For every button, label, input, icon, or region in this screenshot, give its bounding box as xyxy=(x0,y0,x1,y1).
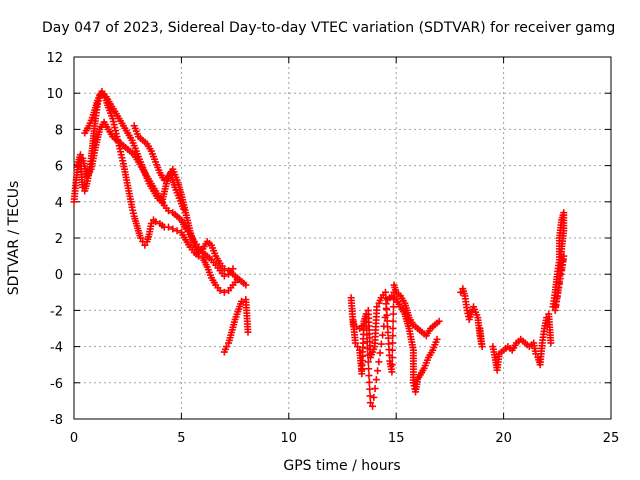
x-tick-label: 20 xyxy=(495,431,512,446)
x-tick-label: 10 xyxy=(281,431,298,446)
data-point xyxy=(169,225,177,233)
data-point xyxy=(364,351,372,359)
x-tick-label: 25 xyxy=(603,431,620,446)
data-point xyxy=(375,358,383,366)
data-point xyxy=(374,367,382,375)
data-point xyxy=(354,343,362,351)
data-point xyxy=(363,338,371,346)
y-tick-label: 12 xyxy=(46,51,63,66)
y-tick-label: 8 xyxy=(55,123,63,138)
data-point xyxy=(388,346,396,354)
data-point xyxy=(389,332,397,340)
y-tick-label: 4 xyxy=(55,196,63,211)
x-axis: 0 5 10 15 20 25 xyxy=(70,57,619,446)
y-tick-label: 6 xyxy=(55,160,63,175)
data-point xyxy=(372,376,380,384)
data-point xyxy=(389,339,397,347)
data-point xyxy=(388,353,396,361)
data-point xyxy=(377,340,385,348)
data-point xyxy=(388,368,396,376)
data-point xyxy=(242,281,250,289)
y-axis: -8 -6 -4 -2 0 2 4 6 8 10 12 xyxy=(46,51,611,428)
y-tick-label: -2 xyxy=(50,304,63,319)
chart-title: Day 047 of 2023, Sidereal Day-to-day VTE… xyxy=(42,20,615,36)
data-point xyxy=(152,218,160,226)
data-point xyxy=(147,220,155,228)
data-point xyxy=(220,288,228,296)
data-point xyxy=(362,324,370,332)
data-point xyxy=(380,322,388,330)
data-point xyxy=(433,335,441,343)
data-point xyxy=(165,223,173,231)
data-point xyxy=(382,304,390,312)
data-point xyxy=(351,339,359,347)
data-point xyxy=(364,358,372,366)
data-point xyxy=(376,349,384,357)
data-point xyxy=(365,372,373,380)
y-tick-label: 2 xyxy=(55,232,63,247)
y-tick-label: 0 xyxy=(55,268,63,283)
data-point xyxy=(220,272,228,280)
data-point xyxy=(365,365,373,373)
data-point xyxy=(364,344,372,352)
data-point xyxy=(366,392,374,400)
data-point xyxy=(363,331,371,339)
data-point xyxy=(362,317,370,325)
y-tick-label: 10 xyxy=(46,87,63,102)
data-point xyxy=(476,325,484,332)
data-point xyxy=(379,331,387,339)
grid-lines xyxy=(74,57,611,419)
data-point xyxy=(390,303,398,311)
data-point xyxy=(137,234,145,242)
data-point xyxy=(369,402,377,410)
data-point xyxy=(371,385,379,393)
data-point xyxy=(244,328,252,336)
data-point xyxy=(388,361,396,369)
y-tick-label: -8 xyxy=(50,413,63,428)
data-point xyxy=(373,303,381,311)
data-point xyxy=(216,286,224,294)
data-point xyxy=(220,265,228,273)
data-point xyxy=(389,325,397,332)
data-point xyxy=(381,313,389,321)
x-axis-label: GPS time / hours xyxy=(283,458,400,474)
y-tick-label: -6 xyxy=(50,377,63,392)
y-axis-label: SDTVAR / TECUs xyxy=(6,181,22,296)
data-point xyxy=(547,339,555,347)
data-point xyxy=(370,393,378,401)
data-point xyxy=(389,317,397,325)
data-point xyxy=(165,207,173,215)
data-series xyxy=(70,87,568,410)
data-point xyxy=(558,267,566,275)
data-point xyxy=(141,241,149,249)
data-point xyxy=(366,399,374,407)
x-tick-label: 0 xyxy=(70,431,78,446)
x-tick-label: 5 xyxy=(177,431,185,446)
x-tick-label: 15 xyxy=(388,431,405,446)
data-point xyxy=(365,378,373,386)
data-point xyxy=(223,343,231,351)
data-point xyxy=(389,310,397,318)
y-tick-label: -4 xyxy=(50,341,63,356)
data-point xyxy=(435,317,443,325)
data-point xyxy=(173,227,181,235)
data-point xyxy=(238,297,246,305)
